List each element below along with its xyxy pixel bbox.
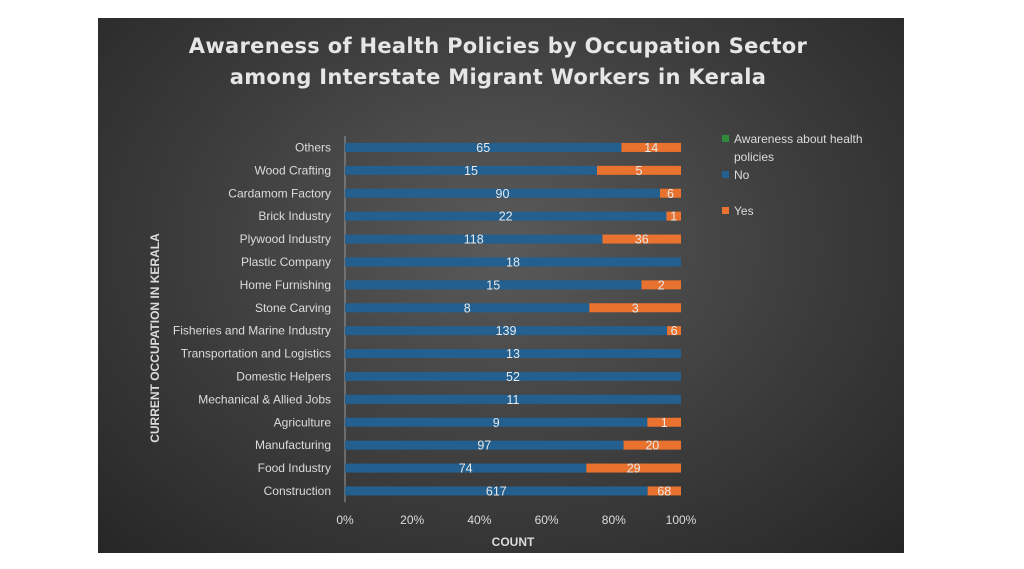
legend-swatch-no	[722, 171, 729, 178]
legend-title-line-2: policies	[734, 150, 774, 164]
data-label-no: 22	[499, 210, 513, 224]
data-label-yes: 5	[636, 164, 643, 178]
category-label: Cardamom Factory	[228, 186, 331, 200]
data-label-no: 15	[486, 278, 500, 292]
bar-no	[345, 371, 681, 381]
category-label: Brick Industry	[258, 209, 331, 223]
bar-no	[345, 326, 668, 336]
legend: Awareness about health policies No Yes	[722, 132, 863, 218]
bar-yes	[586, 463, 681, 473]
bar-no	[345, 142, 622, 152]
plot-layer: Others 65 14 Wood Crafting 15 5 Cardamom Facto…	[173, 136, 697, 527]
data-label-no: 8	[464, 301, 471, 315]
data-label-no: 15	[464, 164, 478, 178]
bar-no	[345, 486, 648, 496]
bar-no	[345, 188, 660, 198]
category-label: Plastic Company	[241, 255, 331, 269]
bar-no	[345, 349, 681, 359]
category-label: Plywood Industry	[240, 232, 331, 246]
bar-no	[345, 257, 681, 267]
x-tick-label: 100%	[666, 513, 697, 527]
bar-yes	[602, 234, 681, 244]
bar-yes	[623, 440, 681, 450]
chart-area: Awareness of Health Policies by Occupati…	[98, 18, 904, 553]
bar-no	[345, 234, 603, 244]
data-label-yes: 36	[635, 233, 649, 247]
legend-title-line-1: Awareness about health	[734, 132, 863, 146]
bar-yes	[621, 142, 681, 152]
x-axis-title: COUNT	[492, 535, 535, 549]
data-label-no: 118	[464, 233, 484, 247]
chart-svg: Awareness of Health Policies by Occupati…	[148, 34, 863, 549]
bar-no	[345, 463, 587, 473]
data-label-yes: 14	[644, 141, 658, 155]
x-tick-label: 40%	[467, 513, 491, 527]
data-label-no: 65	[476, 141, 490, 155]
category-label: Mechanical & Allied Jobs	[198, 392, 331, 406]
category-label: Food Industry	[258, 461, 331, 475]
data-label-no: 97	[477, 439, 491, 453]
category-label: Manufacturing	[255, 438, 331, 452]
category-label: Home Furnishing	[240, 278, 331, 292]
data-label-yes: 29	[627, 462, 641, 476]
data-label-no: 90	[496, 187, 510, 201]
bar-no	[345, 394, 681, 404]
category-label: Domestic Helpers	[236, 369, 331, 383]
category-label: Construction	[264, 484, 331, 498]
data-label-no: 74	[459, 462, 473, 476]
bar-no	[345, 165, 597, 175]
category-label: Others	[295, 140, 331, 154]
y-axis-title: CURRENT OCCUPATION IN KERALA	[148, 233, 162, 443]
data-label-no: 139	[496, 324, 517, 338]
data-label-no: 617	[486, 484, 507, 498]
legend-title-swatch	[722, 135, 729, 142]
bar-yes	[667, 326, 681, 336]
category-label: Fisheries and Marine Industry	[173, 324, 331, 338]
bar-no	[345, 417, 648, 427]
bar-no	[345, 440, 624, 450]
category-label: Agriculture	[274, 415, 332, 429]
bar-no	[345, 280, 642, 290]
x-tick-label: 0%	[336, 513, 354, 527]
bar-no	[345, 211, 667, 221]
data-label-yes: 1	[670, 210, 677, 224]
bar-yes	[660, 188, 681, 198]
data-label-no: 52	[506, 370, 520, 384]
data-label-yes: 6	[667, 187, 674, 201]
legend-entry-yes: Yes	[734, 204, 754, 218]
bar-yes	[641, 280, 681, 290]
bar-yes	[647, 417, 681, 427]
category-label: Stone Carving	[255, 301, 331, 315]
x-tick-label: 80%	[602, 513, 626, 527]
data-label-yes: 68	[657, 484, 671, 498]
data-label-no: 9	[493, 416, 500, 430]
x-tick-label: 60%	[535, 513, 559, 527]
data-label-yes: 2	[658, 278, 665, 292]
legend-entry-no: No	[734, 168, 750, 182]
data-label-yes: 1	[661, 416, 668, 430]
data-label-no: 11	[507, 393, 520, 407]
bar-yes	[597, 165, 681, 175]
data-label-no: 13	[506, 347, 520, 361]
legend-swatch-yes	[722, 207, 729, 214]
bar-yes	[666, 211, 681, 221]
bar-yes	[589, 303, 681, 313]
data-label-yes: 6	[671, 324, 678, 338]
data-label-yes: 20	[645, 439, 659, 453]
data-label-no: 18	[506, 255, 520, 269]
chart-title-line-2: among Interstate Migrant Workers in Kera…	[230, 65, 767, 89]
category-label: Wood Crafting	[255, 163, 331, 177]
bar-no	[345, 303, 590, 313]
x-tick-label: 20%	[400, 513, 424, 527]
category-label: Transportation and Logistics	[181, 347, 331, 361]
bar-yes	[647, 486, 681, 496]
data-label-yes: 3	[632, 301, 639, 315]
chart-title-line-1: Awareness of Health Policies by Occupati…	[189, 34, 808, 58]
